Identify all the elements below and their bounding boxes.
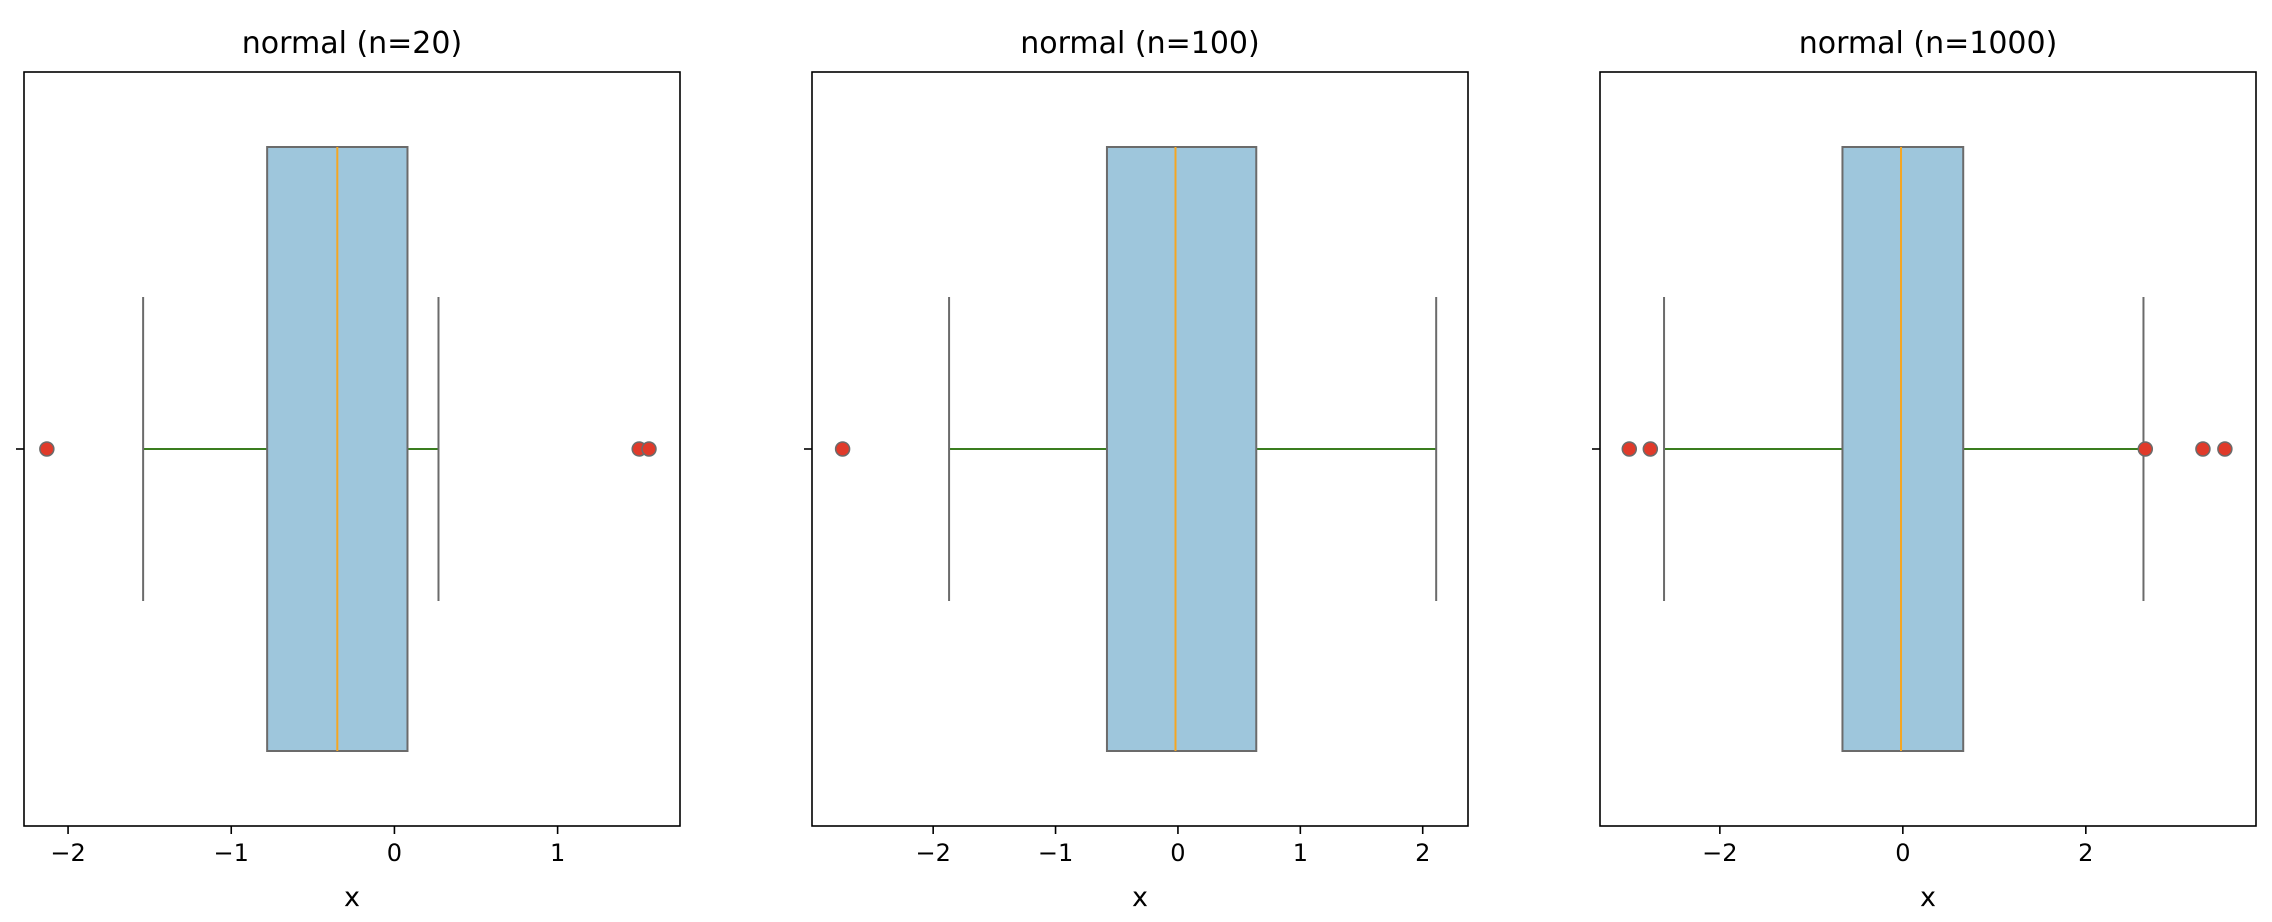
x-tick-label: 1 xyxy=(1293,839,1308,867)
outlier-point xyxy=(1642,441,1659,457)
outlier-point xyxy=(2137,441,2154,457)
x-axis-label: x xyxy=(1920,882,1936,913)
x-tick-label: 0 xyxy=(387,839,402,867)
x-tick-label: −1 xyxy=(214,839,249,867)
panel-n20: normal (n=20) x −2 −1 0 1 xyxy=(16,26,681,913)
outlier-point xyxy=(39,441,55,457)
panel-n100: normal (n=100) x −2 −1 0 1 2 xyxy=(804,26,1469,913)
x-tick-label: −2 xyxy=(915,839,950,867)
x-tick-label: −2 xyxy=(50,839,85,867)
x-tick-label: 0 xyxy=(1170,839,1185,867)
x-tick-label: −1 xyxy=(1038,839,1073,867)
outlier-point xyxy=(641,441,657,457)
plot-area: −2 0 2 xyxy=(1592,71,2257,867)
box xyxy=(1841,146,1965,752)
outlier-point xyxy=(834,441,851,457)
box xyxy=(1105,146,1258,752)
outlier-point xyxy=(2195,441,2211,457)
plot-area: −2 −1 0 1 xyxy=(16,71,681,867)
x-tick-label: 2 xyxy=(2078,839,2093,867)
x-tick-label: −2 xyxy=(1702,839,1737,867)
x-axis-label: x xyxy=(1132,882,1148,913)
outlier-point xyxy=(2217,441,2233,457)
x-tick-label: 2 xyxy=(1415,839,1430,867)
x-tick-label: 1 xyxy=(550,839,565,867)
x-axis-label: x xyxy=(344,882,360,913)
panel-title: normal (n=1000) xyxy=(1799,26,2058,61)
panel-n1000: normal (n=1000) x −2 0 2 xyxy=(1592,26,2257,913)
x-tick-label: 0 xyxy=(1895,839,1910,867)
outlier-point xyxy=(1621,441,1638,457)
panel-title: normal (n=100) xyxy=(1020,26,1259,61)
panel-title: normal (n=20) xyxy=(242,26,462,61)
plot-area: −2 −1 0 1 2 xyxy=(804,71,1469,867)
